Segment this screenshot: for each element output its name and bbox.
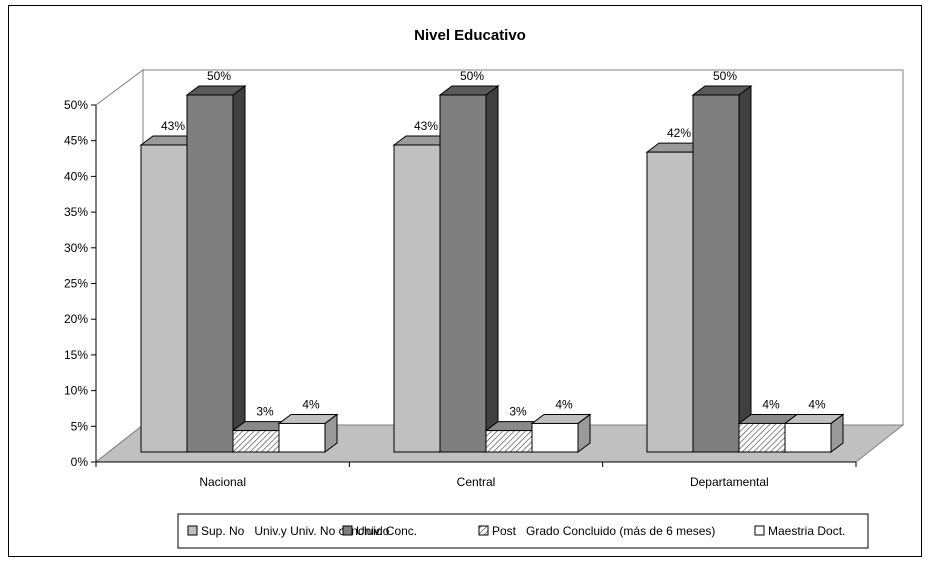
legend-label: Post Grado Concluido (más de 6 meses) — [492, 524, 715, 538]
axis-group: 0% 5% 10% 15% 20% 25% 30% 35% 40% 45% 50% Nacional C… — [64, 98, 857, 489]
data-label: 50% — [713, 69, 737, 83]
bar — [185, 85, 247, 453]
bar-front — [692, 94, 740, 453]
y-tick-label: 50% — [64, 98, 88, 112]
bar-front — [738, 422, 786, 453]
bar-front — [186, 94, 234, 453]
bar-front — [278, 422, 326, 453]
legend-box — [177, 513, 869, 549]
bar-front — [232, 430, 280, 453]
data-label: 50% — [207, 69, 231, 83]
x-tick-label: Central — [457, 475, 496, 489]
labels-group: 43% 50% 3% 4% 43% 50% 3% 4% 42% 50% 4% 4% — [161, 69, 826, 419]
data-label: 3% — [509, 405, 527, 419]
bar-side — [232, 85, 246, 453]
bar-front — [393, 144, 441, 453]
bar-front — [439, 94, 487, 453]
legend-swatch — [342, 525, 353, 536]
bar-front — [140, 144, 188, 453]
back-wall — [142, 69, 904, 426]
data-label: 50% — [460, 69, 484, 83]
data-label: 43% — [414, 119, 438, 133]
legend-swatch — [187, 525, 198, 536]
y-tick-label: 20% — [64, 312, 88, 326]
y-tick-label: 45% — [64, 134, 88, 148]
y-tick-label: 15% — [64, 348, 88, 362]
bar-front — [531, 422, 579, 453]
bar — [783, 413, 845, 453]
y-tick-label: 25% — [64, 277, 88, 291]
data-label: 42% — [667, 126, 691, 140]
data-label: 4% — [302, 397, 320, 411]
data-label: 43% — [161, 119, 185, 133]
y-tick-label: 5% — [71, 419, 89, 433]
x-tick-label: Nacional — [199, 475, 246, 489]
y-tick-label: 0% — [71, 455, 89, 469]
y-tick-label: 35% — [64, 205, 88, 219]
bars-group — [139, 85, 845, 453]
bar-side — [485, 85, 499, 453]
y-tick-label: 10% — [64, 384, 88, 398]
bar-front — [646, 151, 694, 453]
bar-front — [784, 422, 832, 453]
x-tick-label: Departamental — [690, 475, 769, 489]
data-label: 4% — [555, 397, 573, 411]
legend-swatch — [754, 525, 765, 536]
bar-side — [738, 85, 752, 453]
bar — [530, 413, 592, 453]
bar — [392, 134, 454, 453]
y-tick-label: 40% — [64, 169, 88, 183]
legend-label: Maestria Doct. — [768, 524, 845, 538]
bar — [277, 413, 339, 453]
bar — [691, 85, 753, 453]
legend-swatch — [478, 525, 489, 536]
y-tick-label: 30% — [64, 241, 88, 255]
side-wall — [95, 69, 144, 464]
data-label: 4% — [762, 397, 780, 411]
chart-title: Nivel Educativo — [414, 27, 526, 44]
data-label: 4% — [808, 397, 826, 411]
legend-label: Sup. No Univ.y Univ. No concluido — [201, 524, 390, 538]
legend-label: Univ. Conc. — [356, 524, 417, 538]
bar — [438, 85, 500, 453]
bar-front — [485, 430, 533, 453]
data-label: 3% — [256, 405, 274, 419]
